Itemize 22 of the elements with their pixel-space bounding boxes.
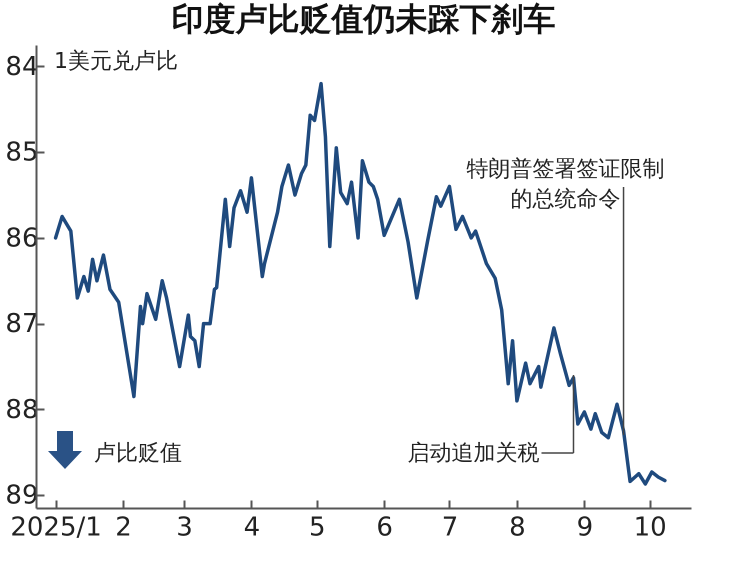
- chart-title: 印度卢比贬值仍未踩下刹车: [172, 0, 556, 38]
- x-tick-label: 7: [442, 512, 458, 542]
- y-tick-label: 89: [5, 480, 38, 511]
- y-tick-label: 85: [5, 138, 38, 168]
- line-series: [54, 82, 667, 486]
- y-tick-label: 87: [5, 309, 38, 340]
- x-tick-label: 3: [176, 512, 193, 542]
- x-tick-label: 8: [509, 512, 526, 542]
- x-tick-label: 10: [634, 512, 667, 542]
- x-tick-label: 5: [308, 512, 326, 542]
- x-tick-label: 9: [576, 512, 594, 542]
- ref-line-label: 启动追加关税: [407, 441, 540, 466]
- x-tick-label: 4: [244, 512, 260, 542]
- x-tick-label: 6: [376, 512, 393, 542]
- annotation: 1美元兑卢比: [54, 49, 178, 74]
- x-tick-label: 2025/1: [10, 512, 102, 542]
- ref-line-label: 特朗普签署签证限制的总统命令: [466, 157, 665, 212]
- annotation: 卢比贬值: [94, 441, 182, 466]
- x-tick-label: 2: [115, 512, 132, 542]
- y-tick-label: 86: [5, 223, 38, 254]
- y-tick-label: 88: [5, 394, 38, 425]
- y-tick-label: 84: [5, 52, 38, 82]
